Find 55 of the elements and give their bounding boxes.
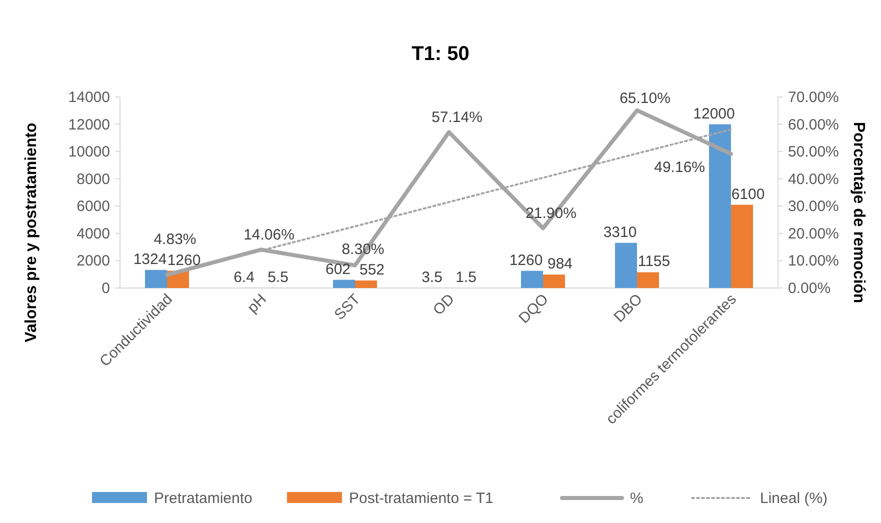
data-label: 1324: [133, 250, 167, 268]
legend-label: Post-tratamiento = T1: [349, 490, 494, 507]
data-label: 6100: [731, 186, 765, 203]
data-label: 21.90%: [526, 205, 576, 222]
y2-tick-label: 50.00%: [788, 144, 839, 161]
y-tick-label: 8000: [76, 170, 110, 188]
bar: [637, 272, 659, 288]
y2-tick-label: 10.00%: [788, 252, 839, 270]
data-label: 3.5: [422, 268, 442, 286]
legend-label: %: [630, 490, 644, 507]
data-label: 602: [325, 260, 351, 278]
legend-label: Lineal (%): [760, 490, 828, 507]
y2-tick-label: 0.00%: [788, 280, 831, 297]
y2-tick-label: 40.00%: [788, 170, 839, 188]
data-label: 984: [547, 256, 573, 273]
bar: [709, 124, 731, 288]
data-label: 12000: [693, 105, 735, 122]
y-tick-label: 2000: [76, 252, 110, 270]
legend-label: Pretratamiento: [154, 490, 252, 507]
data-label: 1155: [638, 253, 670, 270]
data-label: 552: [359, 261, 385, 278]
y-tick-label: 6000: [76, 198, 110, 216]
chart-title: T1: 50: [412, 43, 470, 65]
data-label: 57.14%: [432, 109, 482, 126]
data-label: 14.06%: [244, 226, 294, 244]
y2-tick-label: 20.00%: [788, 225, 839, 242]
bar: [731, 204, 753, 288]
y-tick-label: 12000: [68, 116, 110, 134]
bar: [615, 242, 637, 288]
data-label: 3310: [603, 224, 637, 241]
data-label: 4.83%: [154, 230, 196, 248]
y2-axis-title: Porcentaje de remoción: [850, 122, 867, 304]
y-tick-label: 10000: [68, 144, 110, 161]
y-tick-label: 0: [102, 280, 110, 297]
data-label: 8.30%: [342, 240, 384, 258]
data-label: 5.5: [268, 268, 288, 286]
data-label: 65.10%: [620, 90, 670, 107]
x-tick-label: pH: [244, 290, 270, 316]
y2-tick-label: 70.00%: [788, 89, 839, 106]
data-label: 49.16%: [654, 158, 705, 176]
bar: [333, 280, 355, 288]
bar: [521, 270, 543, 288]
y-tick-label: 14000: [68, 89, 110, 106]
bar: [145, 270, 167, 288]
x-tick-label: OD: [430, 290, 458, 319]
data-label: 1.5: [456, 268, 476, 286]
y-axis-title: Valores pre y postratamiento: [23, 122, 40, 342]
y2-tick-label: 60.00%: [788, 116, 839, 134]
y-tick-label: 4000: [76, 225, 110, 242]
data-label: 1260: [167, 252, 201, 269]
bar: [543, 274, 565, 288]
bar: [355, 280, 377, 288]
data-label: 1260: [509, 252, 543, 269]
y2-tick-label: 30.00%: [788, 198, 839, 216]
data-label: 6.4: [234, 268, 254, 286]
